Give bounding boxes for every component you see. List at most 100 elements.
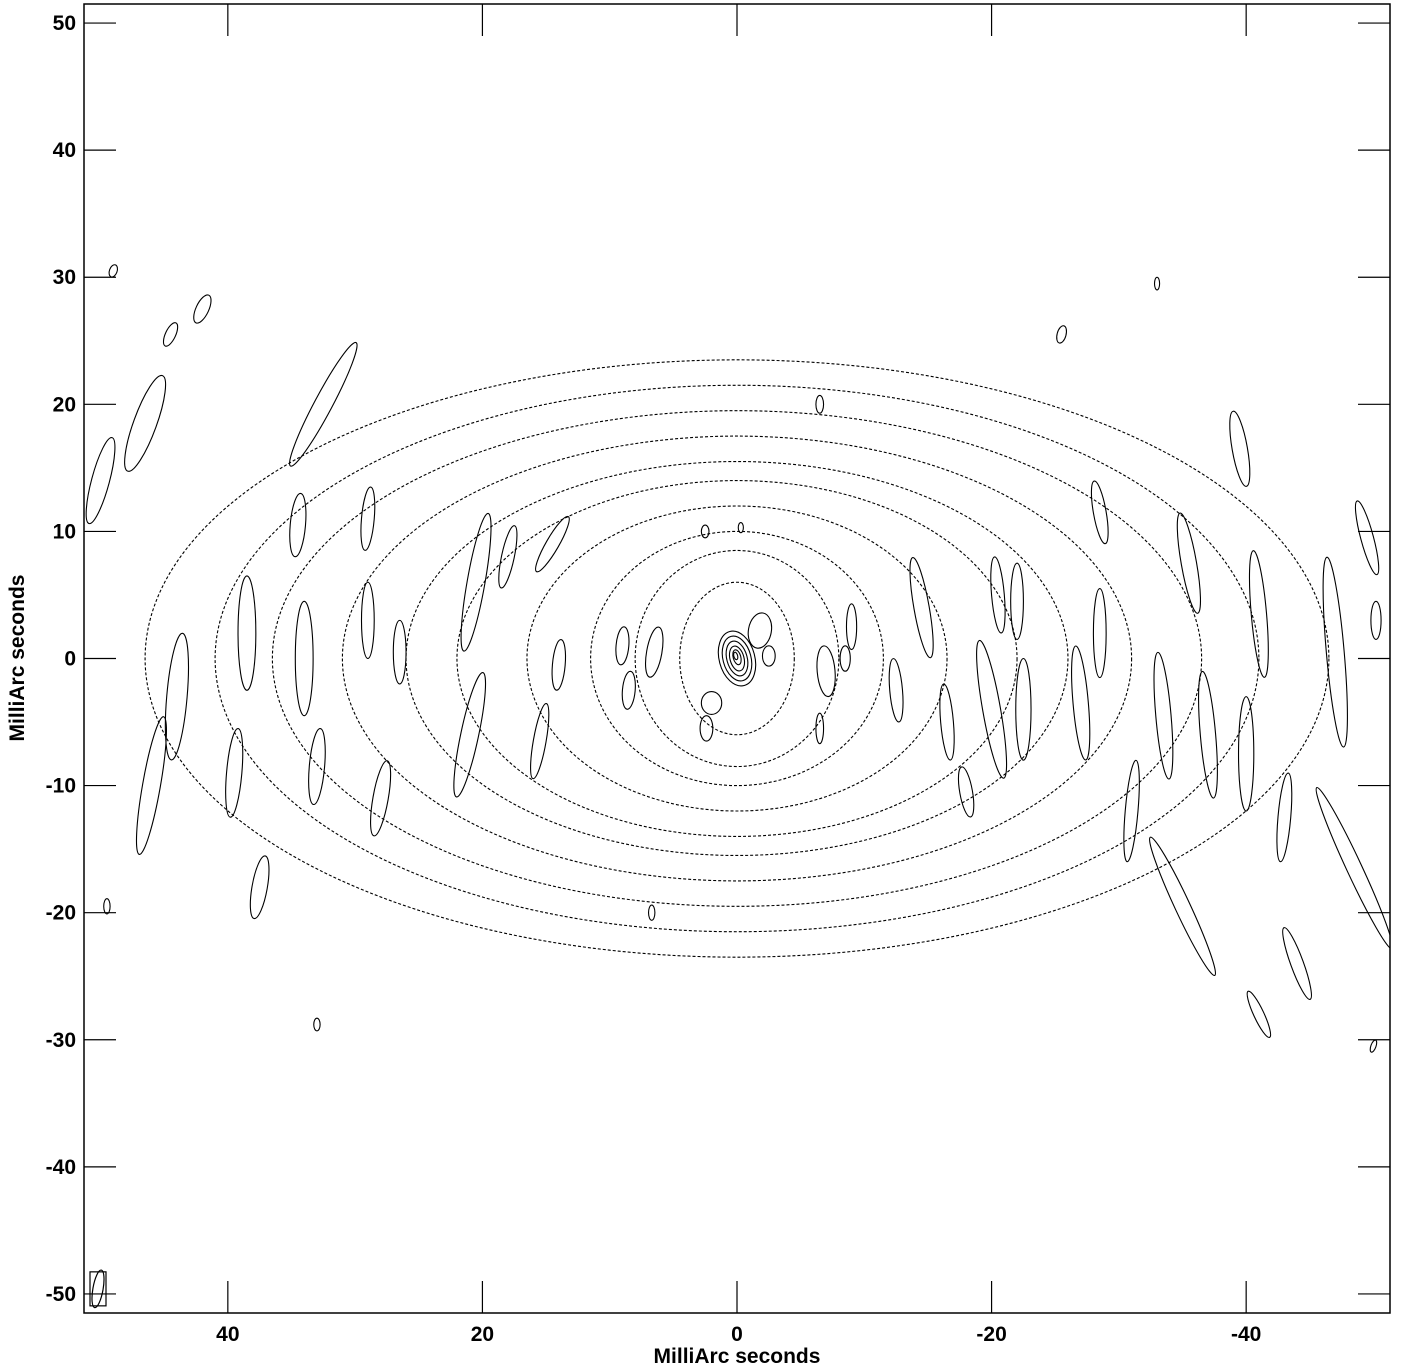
sidelobe-contour bbox=[1198, 670, 1218, 799]
sidelobe-contour bbox=[699, 715, 714, 742]
sidelobe-contour bbox=[1010, 562, 1024, 640]
source-contour bbox=[732, 649, 742, 666]
sidelobe-contour bbox=[615, 626, 630, 666]
y-tick-label: 0 bbox=[64, 648, 76, 671]
sidelobe-contour bbox=[308, 727, 326, 806]
sidelobe-ring bbox=[456, 480, 1018, 837]
sidelobe-contour bbox=[644, 626, 664, 678]
sidelobe-contour bbox=[647, 904, 656, 921]
sidelobe-contour bbox=[1056, 325, 1068, 344]
sidelobe-contour bbox=[535, 515, 570, 573]
sidelobe-contour bbox=[135, 716, 167, 855]
sidelobe-contour bbox=[1246, 990, 1272, 1039]
y-tick-label: -20 bbox=[46, 902, 76, 925]
sidelobe-contour bbox=[909, 557, 934, 659]
sidelobe-contour bbox=[1248, 550, 1269, 678]
sidelobe-contour bbox=[249, 855, 270, 920]
sidelobe-contour bbox=[621, 670, 636, 710]
x-tick-label: -20 bbox=[976, 1323, 1006, 1346]
x-tick-label: -40 bbox=[1231, 1323, 1261, 1346]
y-tick-label: -40 bbox=[46, 1156, 76, 1179]
sidelobe-contour bbox=[85, 437, 116, 525]
sidelobe-contour bbox=[460, 512, 492, 652]
x-tick-label: 40 bbox=[216, 1323, 239, 1346]
sidelobe-contour bbox=[1153, 651, 1174, 780]
sidelobe-contour bbox=[1282, 927, 1312, 1000]
plot-frame bbox=[83, 3, 1391, 1314]
sidelobe-contour bbox=[888, 658, 904, 723]
sidelobe-contour bbox=[1315, 786, 1390, 950]
y-tick-label: -30 bbox=[46, 1029, 76, 1052]
sidelobe-contour bbox=[939, 683, 955, 761]
x-axis-title: MilliArc seconds bbox=[654, 1345, 821, 1368]
y-tick-label: 30 bbox=[53, 266, 76, 289]
y-tick-label: 50 bbox=[53, 12, 76, 35]
sidelobe-contour bbox=[162, 322, 179, 347]
tick-labels: 40 20 0 -20 -40 50 40 30 20 10 0 -10 -20 -30 -40 -50 bbox=[46, 12, 1262, 1346]
sidelobe-contour bbox=[761, 645, 776, 667]
y-tick-label: -10 bbox=[46, 775, 76, 798]
sidelobe-contour bbox=[370, 760, 392, 837]
x-tick-label: 20 bbox=[471, 1323, 494, 1346]
sidelobe-contour bbox=[747, 612, 773, 649]
sidelobe-contour bbox=[1071, 645, 1091, 761]
sidelobe-contour bbox=[1176, 512, 1202, 614]
contour-layer bbox=[85, 264, 1390, 1053]
sidelobe-ring bbox=[590, 530, 884, 787]
sidelobe-contour bbox=[957, 766, 975, 818]
sidelobe-contour bbox=[289, 341, 358, 467]
sidelobe-ring bbox=[679, 581, 795, 736]
y-tick-label: -50 bbox=[46, 1283, 76, 1306]
sidelobe-contour bbox=[294, 600, 314, 717]
source-contour bbox=[728, 645, 746, 672]
sidelobe-contour bbox=[530, 702, 550, 780]
sidelobe-contour bbox=[1090, 480, 1109, 545]
sidelobe-contour bbox=[551, 638, 567, 691]
sidelobe-contour bbox=[360, 486, 376, 551]
sidelobe-contour bbox=[1369, 1039, 1378, 1053]
sidelobe-contour bbox=[108, 264, 119, 278]
source-contour bbox=[733, 651, 739, 661]
axis-ticks bbox=[84, 4, 1390, 1313]
beam-ellipse bbox=[91, 1269, 105, 1309]
sidelobe-contour bbox=[1015, 657, 1032, 761]
sidelobe-ring bbox=[526, 505, 948, 812]
sidelobe-contour bbox=[990, 556, 1006, 634]
sidelobe-contour bbox=[839, 645, 851, 672]
sidelobe-contour bbox=[976, 639, 1008, 779]
sidelobe-contour bbox=[1229, 410, 1251, 487]
sidelobe-contour bbox=[816, 645, 836, 698]
sidelobe-contour bbox=[1322, 556, 1348, 748]
sidelobe-contour bbox=[453, 672, 487, 798]
sidelobe-contour bbox=[1123, 759, 1140, 863]
sidelobe-ring bbox=[634, 549, 840, 768]
y-axis-title: MilliArc seconds bbox=[6, 575, 29, 742]
sidelobe-contour bbox=[124, 374, 167, 472]
sidelobe-contour bbox=[1354, 500, 1380, 576]
sidelobe-contour bbox=[1092, 588, 1107, 679]
sidelobe-contour bbox=[1276, 772, 1293, 863]
sidelobe-contour bbox=[392, 619, 407, 685]
sidelobe-ring bbox=[341, 435, 1133, 882]
x-tick-label: 0 bbox=[731, 1323, 743, 1346]
sidelobe-contour bbox=[193, 294, 212, 324]
sidelobe-contour bbox=[498, 525, 518, 589]
sidelobe-contour bbox=[237, 575, 257, 691]
source-contour bbox=[717, 630, 757, 687]
sidelobe-contour bbox=[360, 581, 375, 660]
source-contour bbox=[725, 640, 749, 677]
y-tick-label: 10 bbox=[53, 520, 76, 543]
sidelobe-contour bbox=[815, 712, 825, 745]
sidelobe-contour bbox=[1237, 696, 1255, 812]
sidelobe-contour bbox=[289, 492, 307, 558]
sidelobe-contour bbox=[737, 521, 744, 534]
source-contour bbox=[721, 635, 753, 682]
sidelobe-contour bbox=[103, 898, 111, 915]
sidelobe-contour bbox=[1153, 276, 1161, 291]
sidelobe-ring bbox=[271, 410, 1203, 907]
sidelobe-contour bbox=[700, 524, 710, 539]
sidelobe-ring bbox=[405, 460, 1069, 857]
sidelobe-contour bbox=[1149, 836, 1217, 977]
sidelobe-contour bbox=[1370, 600, 1382, 640]
